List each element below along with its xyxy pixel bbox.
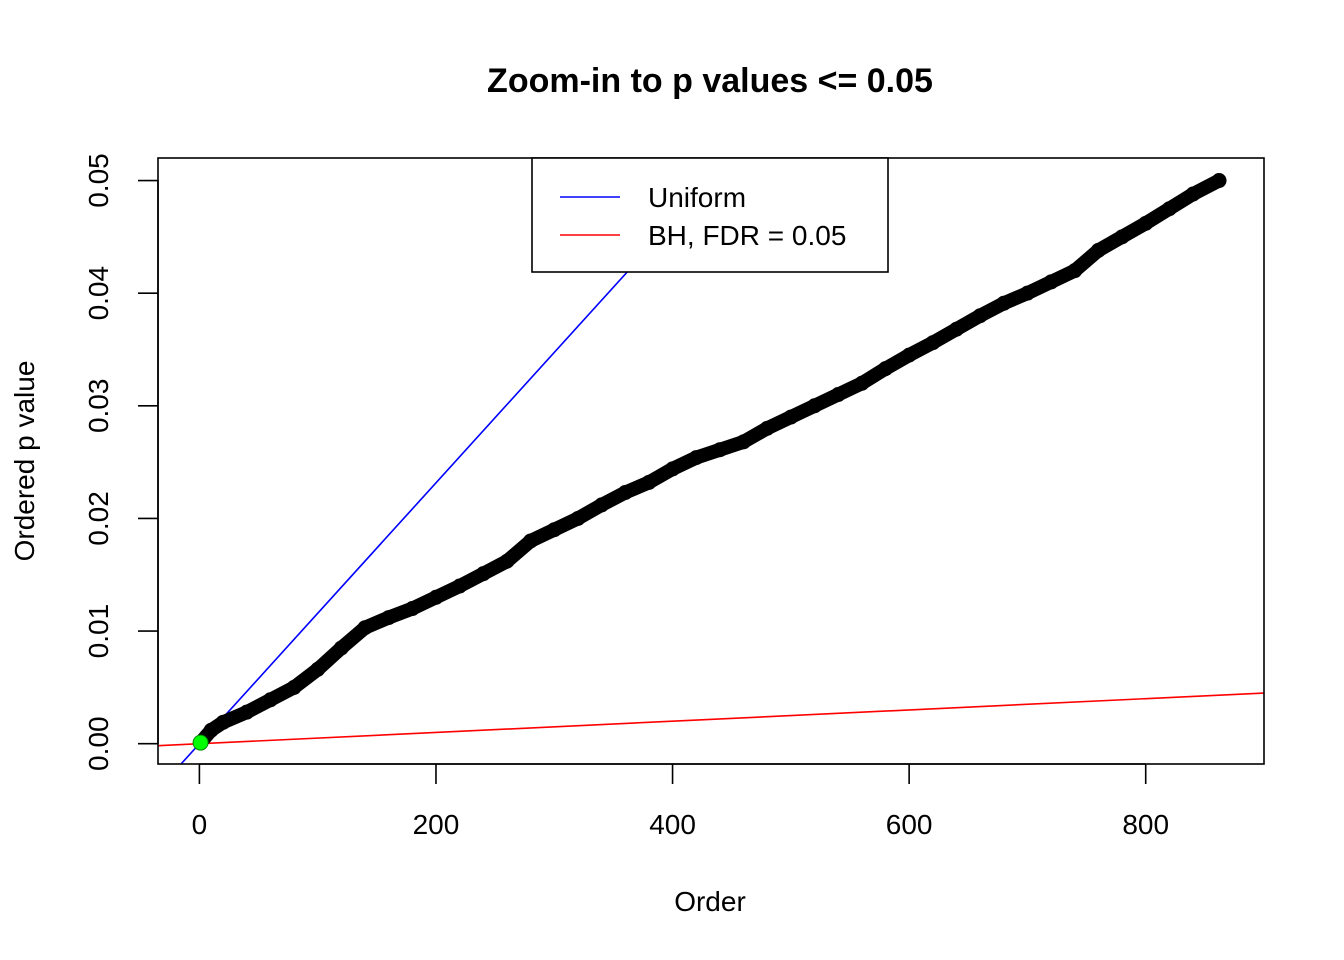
legend-box [531, 157, 889, 273]
data-point [286, 679, 302, 695]
data-point [594, 497, 610, 513]
y-tick-label: 0.02 [83, 491, 114, 546]
data-point [310, 661, 326, 677]
data-point [877, 361, 893, 377]
data-point [1138, 215, 1154, 231]
data-point [381, 610, 397, 626]
data-point [641, 474, 657, 490]
data-point [203, 722, 219, 738]
y-axis: 0.00 0.01 0.02 0.03 0.04 0.05 [83, 153, 159, 771]
data-point [1043, 274, 1059, 290]
plot-content [158, 158, 1264, 764]
y-tick-label: 0.01 [83, 604, 114, 659]
x-axis-label: Order [674, 886, 746, 917]
data-point [972, 308, 988, 324]
data-point [783, 409, 799, 425]
chart-title: Zoom-in to p values <= 0.05 [487, 62, 933, 100]
data-point [333, 640, 349, 656]
data-point [1067, 263, 1083, 279]
data-point [901, 347, 917, 363]
data-point [617, 485, 633, 501]
data-point [736, 434, 752, 450]
y-tick-label: 0.00 [83, 716, 114, 771]
y-tick-label: 0.04 [83, 266, 114, 321]
data-point [570, 510, 586, 526]
data-point [996, 295, 1012, 311]
x-tick-label: 200 [413, 809, 460, 840]
data-point [665, 461, 681, 477]
x-tick-label: 600 [886, 809, 933, 840]
data-point [452, 578, 468, 594]
data-point [546, 522, 562, 538]
y-tick-label: 0.03 [83, 379, 114, 434]
data-point [239, 704, 255, 720]
legend-label-bh: BH, FDR = 0.05 [648, 220, 846, 251]
highlight-point [192, 734, 209, 751]
data-point [404, 601, 420, 617]
x-tick-label: 0 [192, 809, 208, 840]
data-point [499, 553, 515, 569]
data-point [1019, 285, 1035, 301]
data-point [854, 375, 870, 391]
data-point [357, 620, 373, 636]
data-point [428, 589, 444, 605]
data-point [830, 387, 846, 403]
x-tick-label: 400 [649, 809, 696, 840]
data-point [712, 442, 728, 458]
legend: Uniform BH, FDR = 0.05 [531, 157, 889, 273]
data-point [1185, 186, 1201, 202]
data-point [215, 714, 231, 730]
data-point [1114, 229, 1130, 245]
y-tick-label: 0.05 [83, 153, 114, 208]
data-point [759, 420, 775, 436]
x-axis: 0 200 400 600 800 [192, 763, 1169, 840]
reference-line-bh-fdr-0-05 [158, 692, 1264, 747]
data-point [475, 566, 491, 582]
data-point [688, 450, 704, 466]
data-point [262, 692, 278, 708]
data-point [1090, 242, 1106, 258]
data-point [523, 533, 539, 549]
data-point [925, 335, 941, 351]
data-point [1161, 201, 1177, 217]
y-axis-label: Ordered p value [9, 361, 40, 562]
x-tick-label: 800 [1122, 809, 1169, 840]
data-point [807, 398, 823, 414]
data-point [1211, 173, 1227, 189]
data-point [948, 321, 964, 337]
legend-label-uniform: Uniform [648, 182, 746, 213]
